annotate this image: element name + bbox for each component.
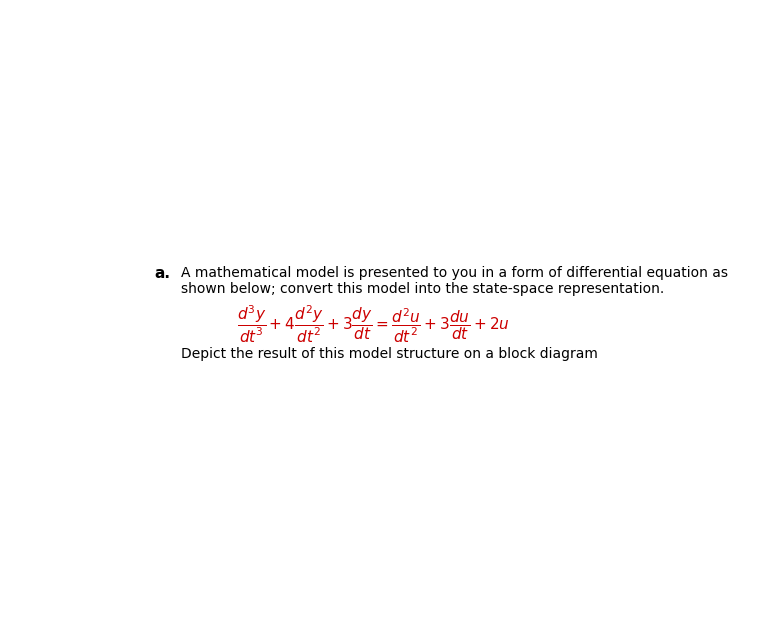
Text: $\dfrac{d^3y}{dt^3} + 4\dfrac{d^2y}{dt^2} + 3\dfrac{dy}{dt} = \dfrac{d^2u}{dt^2}: $\dfrac{d^3y}{dt^3} + 4\dfrac{d^2y}{dt^2… (237, 304, 510, 346)
Text: Depict the result of this model structure on a block diagram: Depict the result of this model structur… (181, 347, 598, 361)
Text: a.: a. (154, 265, 170, 280)
Text: shown below; convert this model into the state-space representation.: shown below; convert this model into the… (181, 282, 664, 296)
Text: A mathematical model is presented to you in a form of differential equation as: A mathematical model is presented to you… (181, 265, 728, 280)
